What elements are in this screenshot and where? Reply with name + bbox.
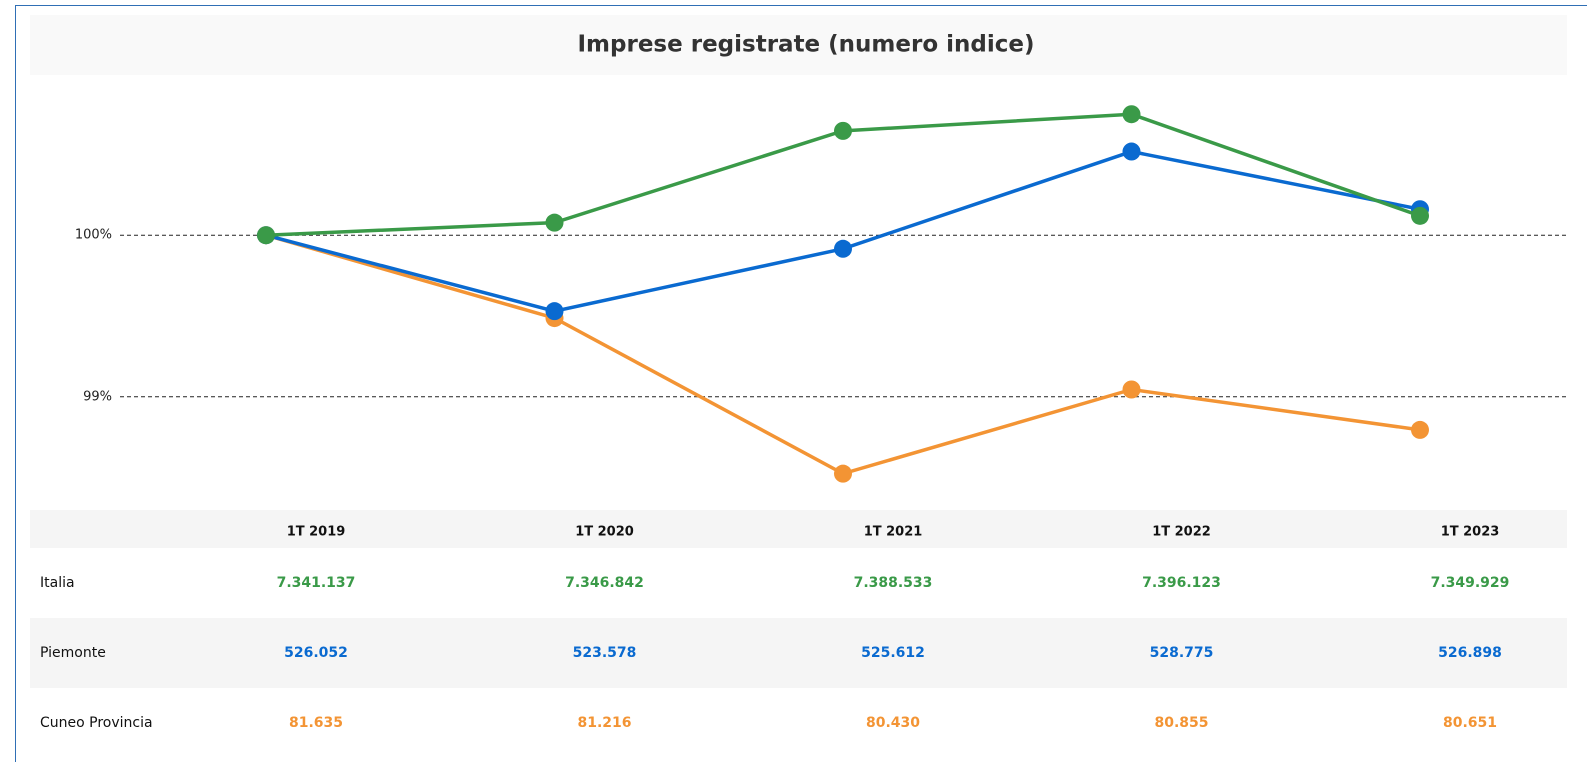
title-band xyxy=(30,15,1567,75)
point xyxy=(257,226,275,245)
cell: 525.612 xyxy=(861,645,925,661)
cell: 528.775 xyxy=(1150,645,1214,661)
y-tick-label: 100% xyxy=(75,228,112,243)
row-label: Italia xyxy=(40,575,75,591)
point xyxy=(545,302,564,321)
column-header: 1T 2020 xyxy=(575,525,634,540)
point xyxy=(1122,380,1141,399)
cell: 7.346.842 xyxy=(565,575,644,591)
point xyxy=(834,464,852,483)
cell: 526.052 xyxy=(284,645,348,661)
column-header: 1T 2023 xyxy=(1441,525,1500,540)
row-label: Cuneo Provincia xyxy=(40,715,153,731)
point xyxy=(545,213,564,232)
row-label: Piemonte xyxy=(40,645,106,661)
cell: 80.430 xyxy=(866,715,920,731)
point xyxy=(1411,420,1429,439)
chart-title: Imprese registrate (numero indice) xyxy=(578,32,1035,58)
table-row-band xyxy=(30,618,1567,688)
cell: 81.635 xyxy=(289,715,343,731)
table-header xyxy=(30,510,1567,548)
column-header: 1T 2021 xyxy=(864,525,923,540)
cell: 80.855 xyxy=(1154,715,1208,731)
y-tick-label: 99% xyxy=(83,389,112,404)
column-header: 1T 2022 xyxy=(1152,525,1211,540)
cell: 7.349.929 xyxy=(1431,575,1510,591)
point xyxy=(834,121,852,140)
point xyxy=(834,239,852,258)
column-header: 1T 2019 xyxy=(287,525,346,540)
cell: 81.216 xyxy=(577,715,631,731)
point xyxy=(1122,142,1141,161)
cell: 526.898 xyxy=(1438,645,1502,661)
cell: 7.388.533 xyxy=(854,575,933,591)
cell: 523.578 xyxy=(573,645,637,661)
cell: 7.396.123 xyxy=(1142,575,1221,591)
point xyxy=(1411,206,1429,225)
point xyxy=(1122,105,1141,124)
cell: 80.651 xyxy=(1443,715,1497,731)
cell: 7.341.137 xyxy=(277,575,356,591)
